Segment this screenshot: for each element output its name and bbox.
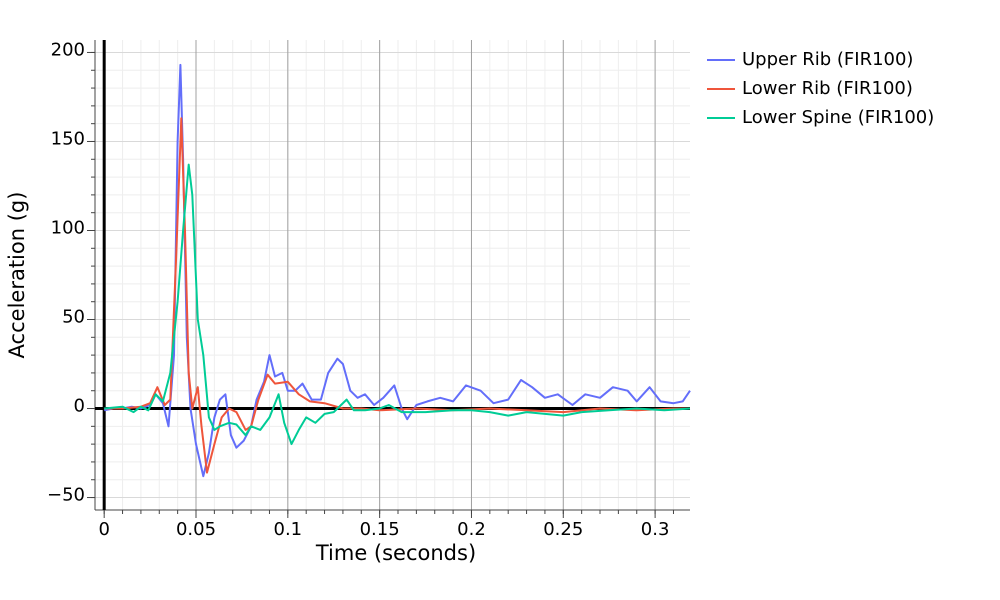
y-tick-label: 200 — [51, 39, 85, 60]
y-tick-label: 50 — [62, 307, 85, 328]
y-tick-label: 0 — [74, 396, 85, 417]
x-tick-label: 0.05 — [176, 519, 216, 540]
y-tick-label: 100 — [51, 217, 85, 238]
x-tick-label: 0.15 — [360, 519, 400, 540]
x-axis-title: Time (seconds) — [315, 541, 476, 565]
x-tick-label: 0.1 — [274, 519, 303, 540]
x-tick-label: 0.2 — [457, 519, 486, 540]
y-axis-title: Acceleration (g) — [5, 192, 29, 359]
data-line — [104, 163, 691, 446]
y-tick-label: 150 — [51, 128, 85, 149]
legend-label: Upper Rib (FIR100) — [742, 49, 913, 70]
x-tick-label: 0 — [98, 519, 109, 540]
legend-label: Lower Spine (FIR100) — [742, 107, 934, 128]
legend-label: Lower Rib (FIR100) — [742, 78, 913, 99]
y-tick-label: −50 — [47, 485, 85, 506]
data-line — [104, 63, 691, 478]
x-tick-label: 0.3 — [641, 519, 670, 540]
x-tick-label: 0.25 — [543, 519, 583, 540]
